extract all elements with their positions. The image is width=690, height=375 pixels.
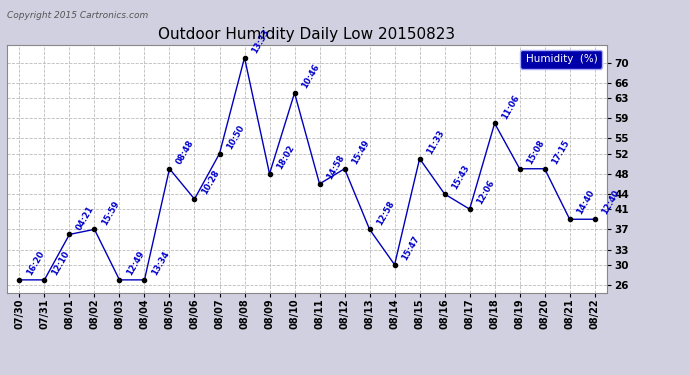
Text: 13:33: 13:33 [250,27,271,55]
Text: 04:21: 04:21 [75,204,96,232]
Text: 14:40: 14:40 [575,189,596,216]
Text: 15:59: 15:59 [100,199,121,226]
Text: 15:47: 15:47 [400,234,422,262]
Text: 08:48: 08:48 [175,138,196,166]
Text: 10:28: 10:28 [200,169,221,196]
Text: 10:46: 10:46 [300,63,322,90]
Text: 12:10: 12:10 [50,249,71,277]
Text: 13:34: 13:34 [150,249,171,277]
Text: 12:06: 12:06 [475,179,496,206]
Text: 14:58: 14:58 [325,153,346,181]
Text: 12:49: 12:49 [125,249,146,277]
Text: 15:49: 15:49 [350,138,371,166]
Text: 11:06: 11:06 [500,93,522,120]
Title: Outdoor Humidity Daily Low 20150823: Outdoor Humidity Daily Low 20150823 [159,27,455,42]
Text: 10:50: 10:50 [225,123,246,151]
Text: 12:40: 12:40 [600,189,622,216]
Text: 11:33: 11:33 [425,128,446,156]
Text: 15:08: 15:08 [525,138,546,166]
Text: 17:15: 17:15 [550,138,571,166]
Text: 12:58: 12:58 [375,199,396,226]
Text: 15:43: 15:43 [450,164,471,191]
Text: 16:20: 16:20 [25,249,46,277]
Text: Copyright 2015 Cartronics.com: Copyright 2015 Cartronics.com [7,11,148,20]
Legend: Humidity  (%): Humidity (%) [520,50,602,69]
Text: 18:02: 18:02 [275,144,296,171]
